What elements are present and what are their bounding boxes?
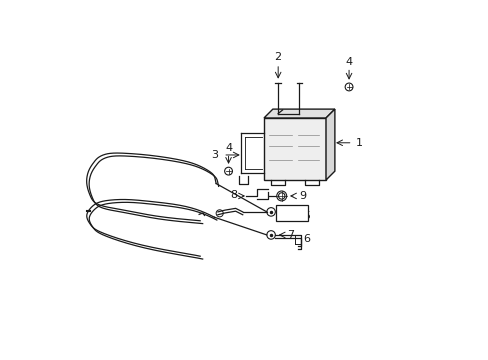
Bar (276, 205, 307, 221)
Text: 5: 5 (303, 211, 309, 221)
Text: 2: 2 (274, 52, 281, 62)
Text: 7: 7 (287, 207, 294, 217)
Text: 7: 7 (287, 230, 294, 240)
Text: 1: 1 (355, 138, 363, 148)
Polygon shape (325, 109, 334, 180)
Text: 4: 4 (224, 143, 232, 153)
Text: 9: 9 (299, 191, 306, 201)
Text: 6: 6 (303, 234, 309, 244)
Text: 3: 3 (210, 150, 218, 160)
Text: 4: 4 (345, 57, 352, 67)
Polygon shape (264, 109, 334, 118)
Bar (264, 118, 325, 180)
Text: 8: 8 (230, 190, 237, 200)
